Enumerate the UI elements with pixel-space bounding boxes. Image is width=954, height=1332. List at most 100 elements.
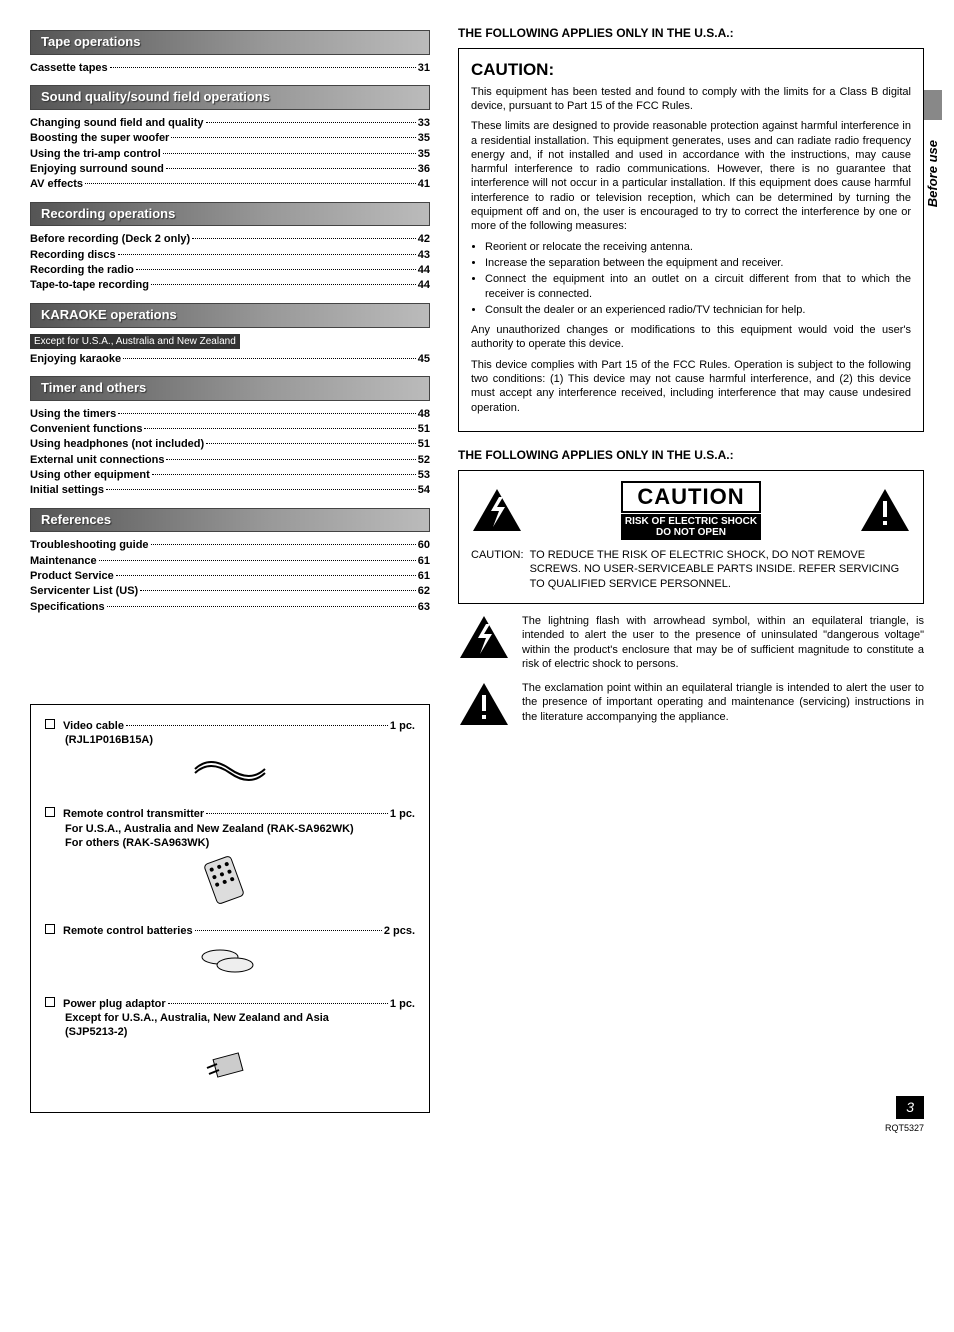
toc-page: 60 [418, 538, 430, 552]
accessory-label: Remote control batteries [63, 924, 193, 938]
toc-row: Using other equipment 53 [30, 468, 430, 482]
cable-icon [45, 751, 415, 797]
toc-label: Product Service [30, 569, 114, 583]
shock-caution-label: CAUTION: [471, 548, 524, 591]
toc-row: Initial settings 54 [30, 483, 430, 497]
toc-page: 61 [418, 554, 430, 568]
lightning-triangle-icon [471, 487, 523, 533]
toc-row: Servicenter List (US) 62 [30, 584, 430, 598]
caution-title: CAUTION: [471, 59, 911, 81]
section-header: Timer and others [30, 376, 430, 401]
caution-bullet: Consult the dealer or an experienced rad… [485, 303, 911, 317]
accessory-label: Power plug adaptor [63, 997, 166, 1011]
accessory-qty: 2 pcs. [384, 924, 415, 938]
toc-page: 54 [418, 483, 430, 497]
toc-label: Initial settings [30, 483, 104, 497]
checkbox-icon [45, 719, 55, 729]
toc-page: 48 [418, 407, 430, 421]
accessory-subtext: For U.S.A., Australia and New Zealand (R… [65, 822, 415, 836]
toc-page: 45 [418, 352, 430, 366]
accessory-label: Video cable [63, 719, 124, 733]
accessory-subtext: (RJL1P016B15A) [65, 733, 415, 747]
toc-label: Maintenance [30, 554, 97, 568]
applies-heading-2: THE FOLLOWING APPLIES ONLY IN THE U.S.A.… [458, 448, 924, 464]
shock-caution-word: CAUTION [621, 481, 761, 514]
plug-icon [45, 1044, 415, 1094]
toc-row: Changing sound field and quality 33 [30, 116, 430, 130]
batteries-icon [45, 943, 415, 987]
toc-row: Enjoying surround sound 36 [30, 162, 430, 176]
toc-row: Recording discs 43 [30, 248, 430, 262]
toc-label: Convenient functions [30, 422, 142, 436]
toc-page: 61 [418, 569, 430, 583]
toc-row: Using the tri-amp control 35 [30, 147, 430, 161]
caution-p3: Any unauthorized changes or modification… [471, 323, 911, 352]
left-column: Tape operations Cassette tapes 31 Sound qu… [30, 20, 430, 1113]
toc-page: 63 [418, 600, 430, 614]
toc-page: 44 [418, 263, 430, 277]
toc-label: Recording the radio [30, 263, 134, 277]
toc-label: Enjoying karaoke [30, 352, 121, 366]
toc-label: Cassette tapes [30, 61, 108, 75]
shock-sub2: DO NOT OPEN [656, 527, 726, 538]
section-header: Sound quality/sound field operations [30, 85, 430, 110]
toc-row: Using the timers 48 [30, 407, 430, 421]
toc-page: 33 [418, 116, 430, 130]
accessory-item: Remote control batteries 2 pcs. [45, 924, 415, 986]
toc-label: Using other equipment [30, 468, 150, 482]
page-code: RQT5327 [885, 1123, 924, 1135]
symbol-bolt-text: The lightning flash with arrowhead symbo… [522, 614, 924, 671]
toc-label: Troubleshooting guide [30, 538, 149, 552]
toc-row: Before recording (Deck 2 only) 42 [30, 232, 430, 246]
right-column: Before use THE FOLLOWING APPLIES ONLY IN… [458, 20, 924, 1113]
toc-label: Tape-to-tape recording [30, 278, 149, 292]
fcc-caution-box: CAUTION: This equipment has been tested … [458, 48, 924, 432]
side-tab-label: Before use [925, 140, 942, 207]
caution-p2: These limits are designed to provide rea… [471, 119, 911, 233]
section-header: Recording operations [30, 202, 430, 227]
toc-page: 41 [418, 177, 430, 191]
exclamation-triangle-icon [458, 681, 510, 727]
caution-bullet: Connect the equipment into an outlet on … [485, 272, 911, 301]
toc-row: Convenient functions 51 [30, 422, 430, 436]
toc-label: Servicenter List (US) [30, 584, 138, 598]
accessory-subtext: For others (RAK-SA963WK) [65, 836, 415, 850]
toc-label: Using headphones (not included) [30, 437, 204, 451]
accessory-label: Remote control transmitter [63, 807, 204, 821]
accessories-box: Video cable 1 pc.(RJL1P016B15A)Remote co… [30, 704, 430, 1113]
toc-page: 52 [418, 453, 430, 467]
toc-label: Using the timers [30, 407, 116, 421]
toc-label: Recording discs [30, 248, 116, 262]
section-header: Tape operations [30, 30, 430, 55]
shock-sub1: RISK OF ELECTRIC SHOCK [625, 516, 757, 527]
symbol-excl-text: The exclamation point within an equilate… [522, 681, 924, 727]
caution-p1: This equipment has been tested and found… [471, 85, 911, 114]
side-marker [924, 90, 942, 120]
toc-page: 36 [418, 162, 430, 176]
toc-row: Boosting the super woofer 35 [30, 131, 430, 145]
toc-page: 44 [418, 278, 430, 292]
toc-page: 35 [418, 131, 430, 145]
toc-label: Before recording (Deck 2 only) [30, 232, 190, 246]
shock-label: CAUTION RISK OF ELECTRIC SHOCK DO NOT OP… [621, 481, 761, 541]
checkbox-icon [45, 997, 55, 1007]
toc-row: Enjoying karaoke 45 [30, 352, 430, 366]
toc-page: 53 [418, 468, 430, 482]
shock-caution-box: CAUTION RISK OF ELECTRIC SHOCK DO NOT OP… [458, 470, 924, 604]
toc-row: Recording the radio 44 [30, 263, 430, 277]
caution-bullet: Increase the separation between the equi… [485, 256, 911, 270]
table-of-contents: Tape operations Cassette tapes 31 Sound qu… [30, 30, 430, 614]
toc-page: 42 [418, 232, 430, 246]
page: Tape operations Cassette tapes 31 Sound qu… [30, 20, 924, 1113]
remote-icon [45, 854, 415, 914]
toc-label: Changing sound field and quality [30, 116, 204, 130]
toc-label: AV effects [30, 177, 83, 191]
toc-page: 35 [418, 147, 430, 161]
checkbox-icon [45, 807, 55, 817]
applies-heading-1: THE FOLLOWING APPLIES ONLY IN THE U.S.A.… [458, 26, 924, 42]
toc-row: Tape-to-tape recording 44 [30, 278, 430, 292]
toc-label: Specifications [30, 600, 105, 614]
toc-label: Boosting the super woofer [30, 131, 169, 145]
toc-row: Using headphones (not included) 51 [30, 437, 430, 451]
toc-page: 31 [418, 61, 430, 75]
